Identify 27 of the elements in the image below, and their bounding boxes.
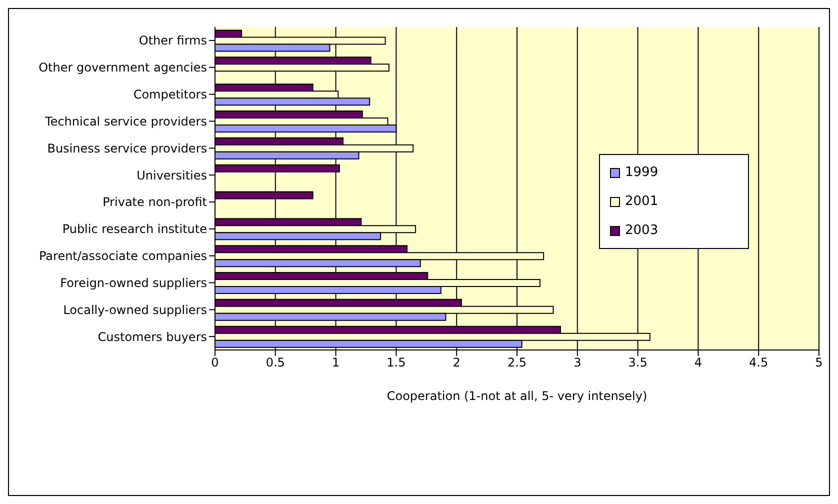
- y-tick-label: Other government agencies: [38, 60, 207, 75]
- x-tick-label: 4.5: [749, 356, 768, 370]
- x-tick-label: 3: [574, 356, 582, 370]
- y-tick-label: Parent/associate companies: [38, 249, 207, 264]
- x-tick-label: 3.5: [628, 356, 648, 370]
- y-tick-label: Competitors: [133, 88, 207, 102]
- x-tick-label: 0.5: [266, 356, 285, 370]
- y-tick-label: Business service providers: [47, 141, 207, 156]
- x-tick-label: 1.5: [386, 356, 406, 370]
- legend-label: 2001: [625, 194, 658, 209]
- legend-label: 1999: [625, 165, 658, 180]
- y-tick-label: Private non-profit: [102, 195, 208, 210]
- y-tick-label: Foreign-owned suppliers: [60, 276, 207, 290]
- x-tick-label: 0: [211, 356, 219, 370]
- y-tick-label: Technical service providers: [44, 114, 207, 128]
- y-tick-label: Locally-owned suppliers: [63, 302, 207, 317]
- y-tick-label: Universities: [136, 168, 207, 182]
- legend-label: 2003: [625, 223, 658, 238]
- x-axis-title: Cooperation (1-not at all, 5- very intensely): [386, 389, 648, 403]
- x-tick-label: 4: [694, 356, 702, 370]
- x-tick-label: 1: [332, 356, 340, 370]
- y-tick-label: Customers buyers: [98, 330, 207, 344]
- x-tick-label: 2.5: [507, 356, 527, 370]
- x-tick-label: 5: [815, 356, 823, 370]
- x-tick-label: 2: [452, 356, 460, 370]
- y-tick-label: Public research institute: [62, 222, 207, 236]
- y-tick-label: Other firms: [138, 34, 207, 48]
